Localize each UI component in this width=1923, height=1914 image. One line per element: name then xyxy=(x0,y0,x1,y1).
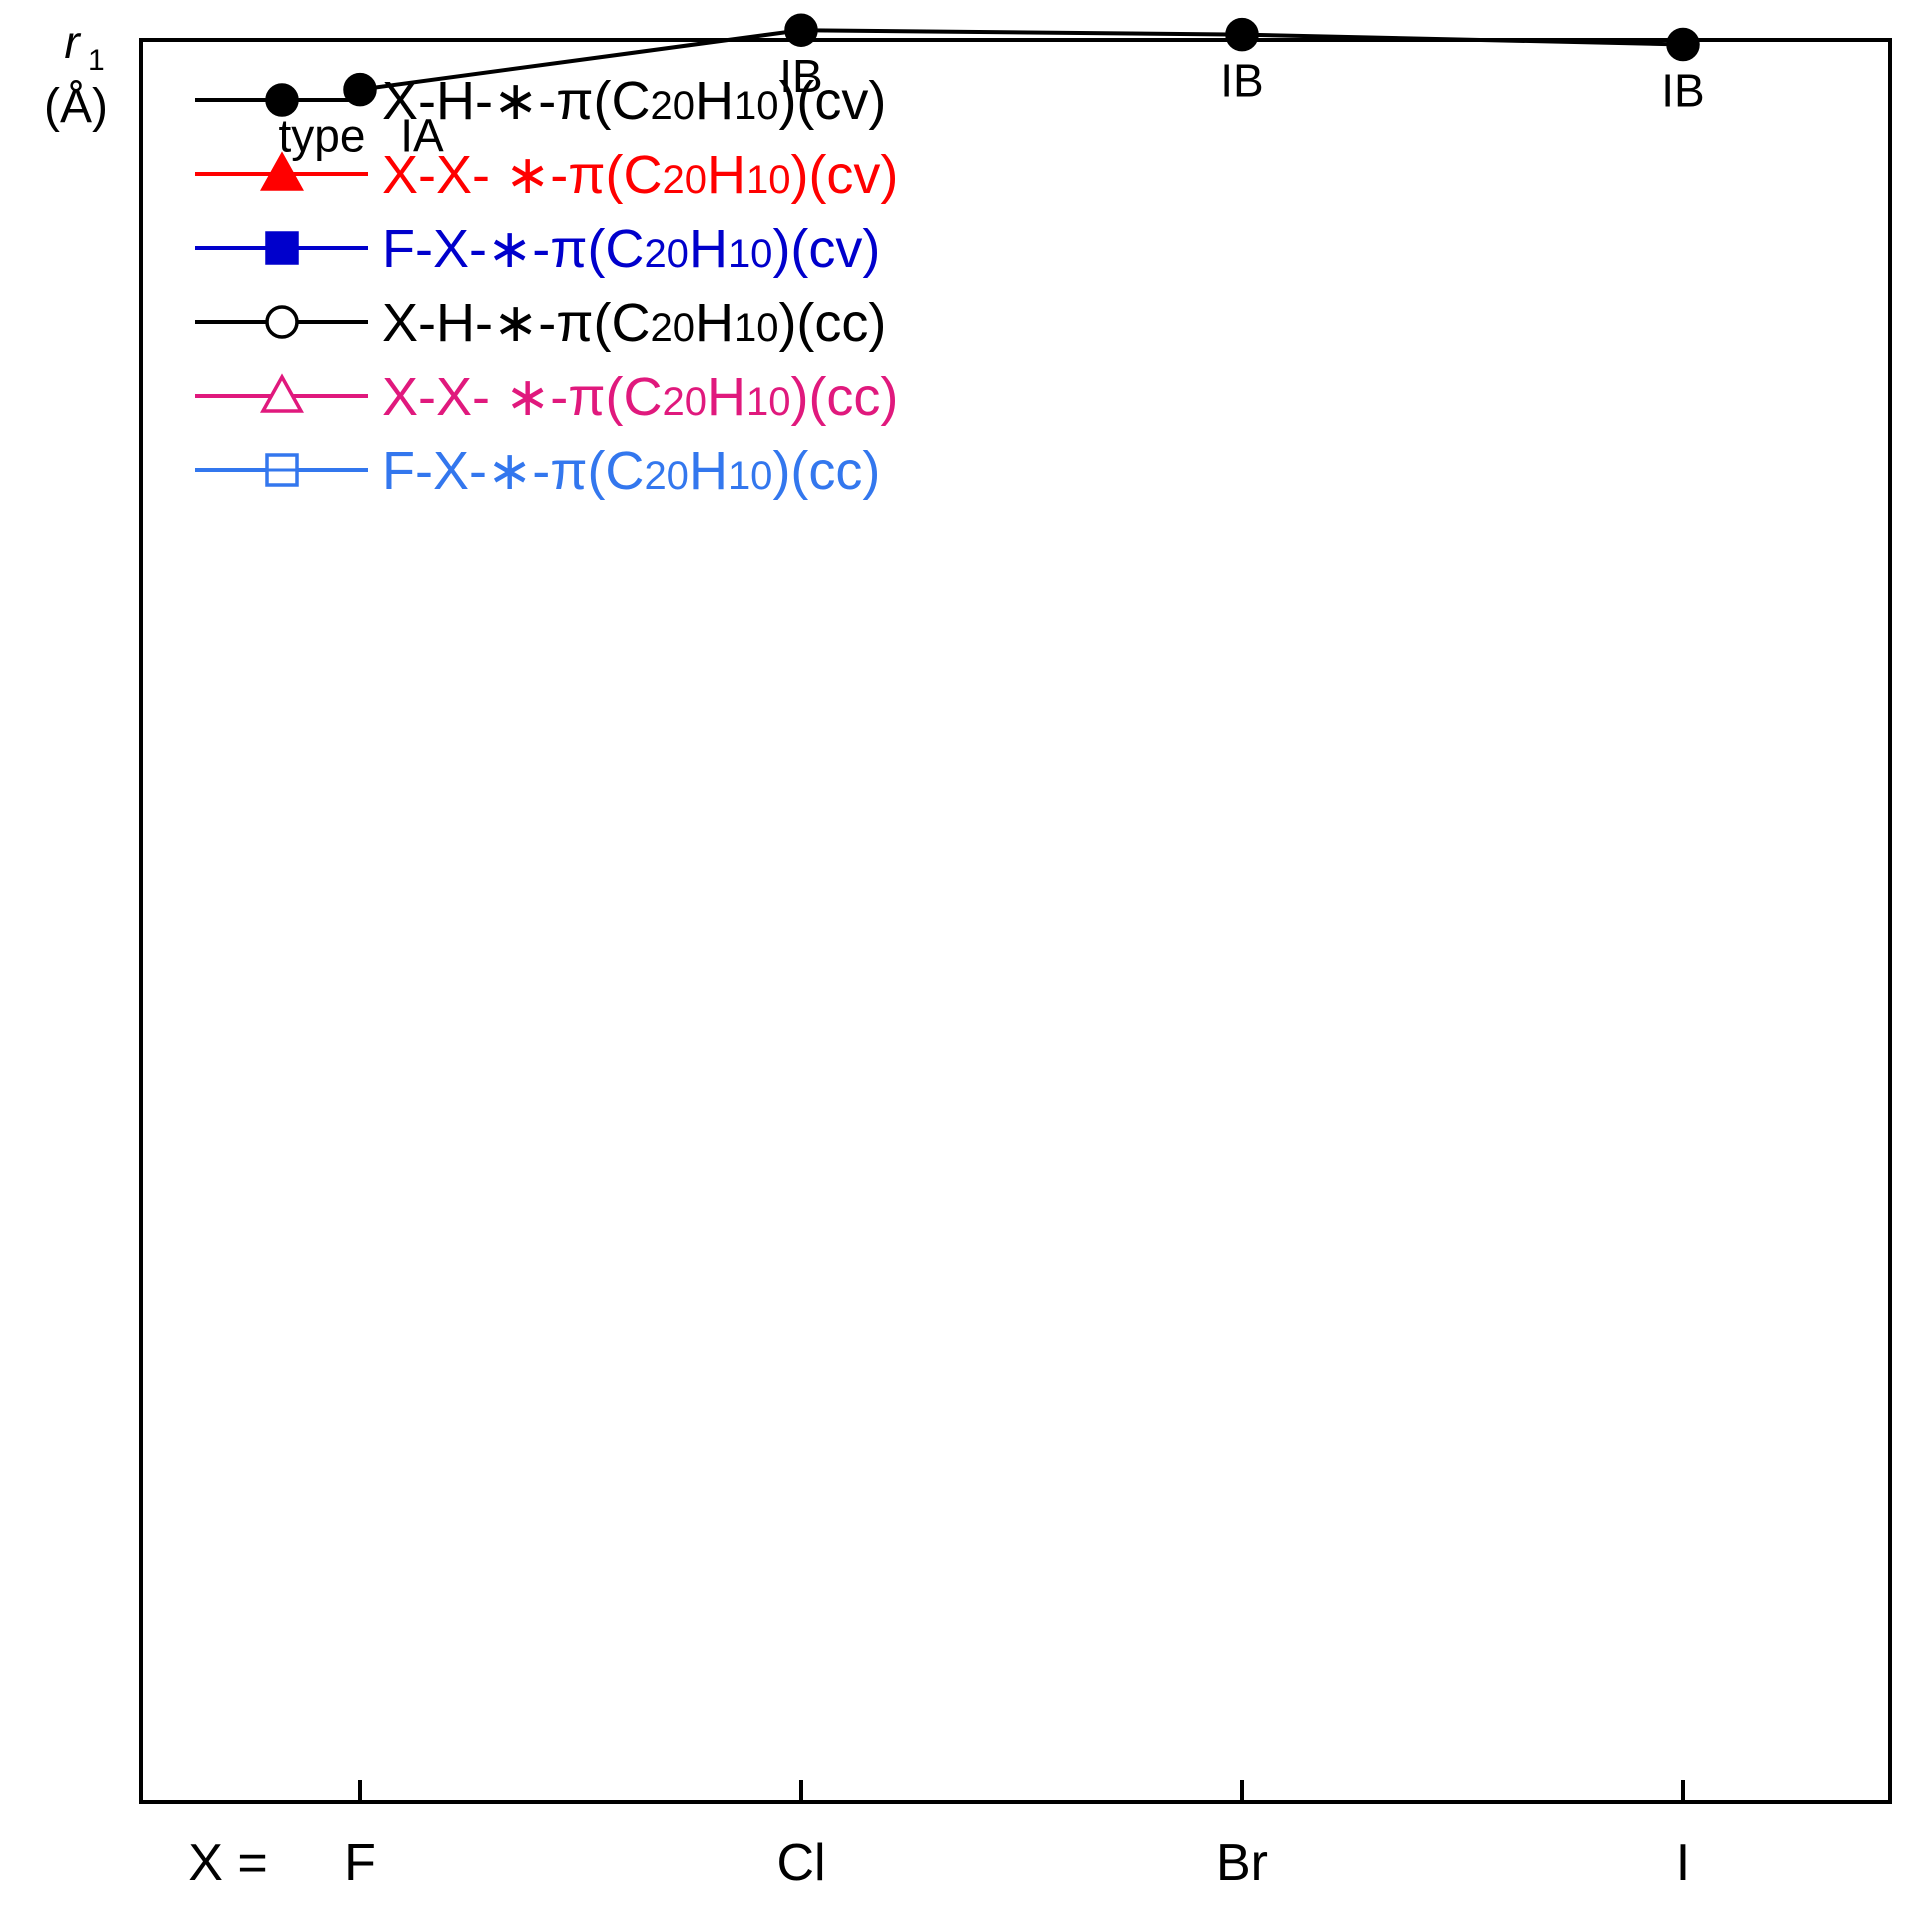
data-point xyxy=(784,13,818,47)
x-tick-label: F xyxy=(344,1834,376,1892)
legend-label: F-X-∗-π(C20H10)(cc) xyxy=(382,441,880,501)
plot-frame xyxy=(139,38,1892,1804)
x-tick-label: Br xyxy=(1216,1834,1268,1892)
x-axis: X = F Cl Br I xyxy=(188,1780,1690,1892)
legend-label: X-X- ∗-π(C20H10)(cc) xyxy=(382,367,898,427)
x-tick-label: Cl xyxy=(776,1834,825,1892)
y-axis-symbol: r xyxy=(64,16,81,68)
legend-entry: X-X- ∗-π(C20H10)(cc) xyxy=(195,367,898,427)
legend-marker xyxy=(260,151,304,191)
legend-marker xyxy=(260,373,304,413)
data-point xyxy=(343,72,377,107)
legend-entry: X-X- ∗-π(C20H10)(cv) xyxy=(195,145,898,205)
type-label: IB xyxy=(779,50,822,102)
y-axis: 2. 53. 03. 5r1(Å) xyxy=(44,16,108,133)
legend-marker xyxy=(265,83,299,117)
data-point xyxy=(1225,17,1259,52)
legend-label: X-H-∗-π(C20H10)(cv) xyxy=(382,71,886,131)
type-label: IB xyxy=(1661,65,1704,117)
y-axis-subscript: 1 xyxy=(88,44,105,77)
legend-entry: F-X-∗-π(C20H10)(cv) xyxy=(195,219,880,279)
legend-entry: X-H-∗-π(C20H10)(cv) xyxy=(195,71,886,131)
series-group: typeIAIBIBIBIAIAIAIAIAIAIAIAIIAIIAIIAIIA… xyxy=(279,13,1705,162)
legend-entry: F-X-∗-π(C20H10)(cc) xyxy=(195,441,880,501)
series-1: type IA IB IB IB xyxy=(279,13,1705,162)
series-line xyxy=(359,28,1684,92)
legend-marker xyxy=(265,305,299,339)
legend-label: X-H-∗-π(C20H10)(cc) xyxy=(382,293,886,353)
x-prefix-label: X = xyxy=(188,1834,268,1892)
legend-entry: X-H-∗-π(C20H10)(cc) xyxy=(195,293,886,353)
type-prefix-label: type xyxy=(279,110,366,162)
data-point xyxy=(1666,27,1700,62)
x-tick-label: I xyxy=(1676,1834,1690,1892)
type-label: IA xyxy=(400,110,444,162)
legend-label: F-X-∗-π(C20H10)(cv) xyxy=(382,219,880,279)
legend-marker xyxy=(265,231,299,265)
legend: X-H-∗-π(C20H10)(cv) X-X- ∗-π(C20H10)(cv) F… xyxy=(195,71,898,501)
legend-label: X-X- ∗-π(C20H10)(cv) xyxy=(382,145,898,205)
y-axis-unit: (Å) xyxy=(44,80,108,133)
type-label: IB xyxy=(1220,55,1263,107)
